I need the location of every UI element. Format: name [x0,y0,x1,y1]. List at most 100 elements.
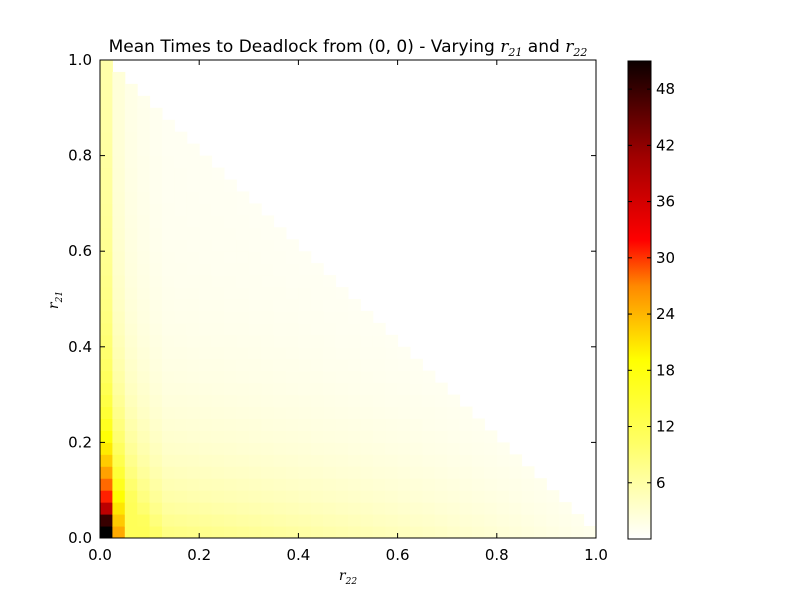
heatmap-cell [372,322,386,336]
heatmap-cell [162,119,175,133]
heatmap-cell [224,466,237,479]
heatmap-cell [162,287,175,300]
heatmap-cell [124,442,138,455]
heatmap-cell [298,514,312,527]
heatmap-cell [174,370,188,384]
heatmap-cell [100,430,113,443]
heatmap-cell [447,406,461,419]
heatmap-cell [286,370,299,384]
heatmap-cell [137,334,151,348]
heatmap-cell [310,454,324,467]
heatmap-cell [286,430,299,443]
colorbar-tick-label: 42 [656,136,675,154]
heatmap-cell [112,179,126,192]
heatmap-cell [149,227,163,240]
heatmap-cell [397,382,411,396]
heatmap-cell [186,215,200,228]
heatmap-cell [397,358,411,372]
heatmap-cell [162,334,175,348]
heatmap-cell [211,382,225,396]
heatmap-cell [248,430,262,443]
heatmap-cell [422,430,436,443]
heatmap-cell [174,526,188,539]
heatmap-cell [385,406,399,419]
heatmap-cell [162,191,175,204]
heatmap-cell [112,442,126,455]
heatmap-cell [174,155,188,169]
heatmap-cell [137,215,151,228]
heatmap-cell [100,394,113,408]
heatmap-cell [100,310,113,324]
heatmap-cell [224,239,237,252]
heatmap-cell [162,155,175,169]
heatmap-cell [571,514,585,527]
heatmap-cell [186,179,200,192]
heatmap-cell [261,275,275,288]
heatmap-cell [310,382,324,396]
heatmap-cell [348,466,361,479]
heatmap-cell [149,251,163,264]
heatmap-cell [310,287,324,300]
heatmap-cell [149,358,163,372]
heatmap-cell [422,418,436,431]
heatmap-cell [236,275,250,288]
heatmap-cell [199,215,213,228]
heatmap-cell [248,526,262,539]
heatmap-cell [174,454,188,467]
heatmap-cell [211,430,225,443]
heatmap-cell [162,310,175,324]
heatmap-cell [186,334,200,348]
heatmap-cell [186,346,200,360]
heatmap-cell [422,382,436,396]
heatmap-cell [100,514,113,527]
heatmap-cell [149,406,163,419]
heatmap-cell [261,466,275,479]
heatmap-cell [112,430,126,443]
heatmap-cell [372,514,386,527]
heatmap-cell [447,454,461,467]
heatmap-cell [360,358,374,372]
colorbar-gradient [627,60,652,540]
heatmap-cell [397,406,411,419]
heatmap-cell [211,526,225,539]
heatmap-cell [174,502,188,515]
heatmap-cell [112,299,126,312]
heatmap-cell [385,514,399,527]
heatmap-cell [261,502,275,515]
heatmap-cell [323,346,337,360]
heatmap-cell [137,346,151,360]
heatmap-cell [236,251,250,264]
heatmap-cell [124,502,138,515]
heatmap-cell [137,131,151,145]
heatmap-cell [298,322,312,336]
heatmap-cell [224,191,237,204]
x-tick-label: 1.0 [584,546,608,564]
heatmap-cell [397,394,411,408]
heatmap-cell [124,478,138,491]
heatmap-cell [335,526,349,539]
heatmap-cell [236,334,250,348]
heatmap-cell [310,263,324,276]
heatmap-cell [348,382,361,396]
heatmap-cell [558,502,572,515]
heatmap-cell [534,478,547,491]
heatmap-cell [211,478,225,491]
heatmap-cell [100,502,113,515]
heatmap-cell [149,191,163,204]
heatmap-cell [422,526,436,539]
heatmap-cell [149,502,163,515]
heatmap-cell [124,406,138,419]
heatmap-cell [397,418,411,431]
heatmap-cell [310,514,324,527]
heatmap-cell [137,119,151,133]
heatmap-cell [124,251,138,264]
heatmap-cell [422,502,436,515]
heatmap-cell [286,418,299,431]
heatmap-cell [248,227,262,240]
heatmap-cell [162,394,175,408]
heatmap-cell [100,490,113,503]
heatmap-cell [224,203,237,216]
heatmap-cell [137,95,151,109]
heatmap-cell [348,370,361,384]
heatmap-cell [385,454,399,467]
